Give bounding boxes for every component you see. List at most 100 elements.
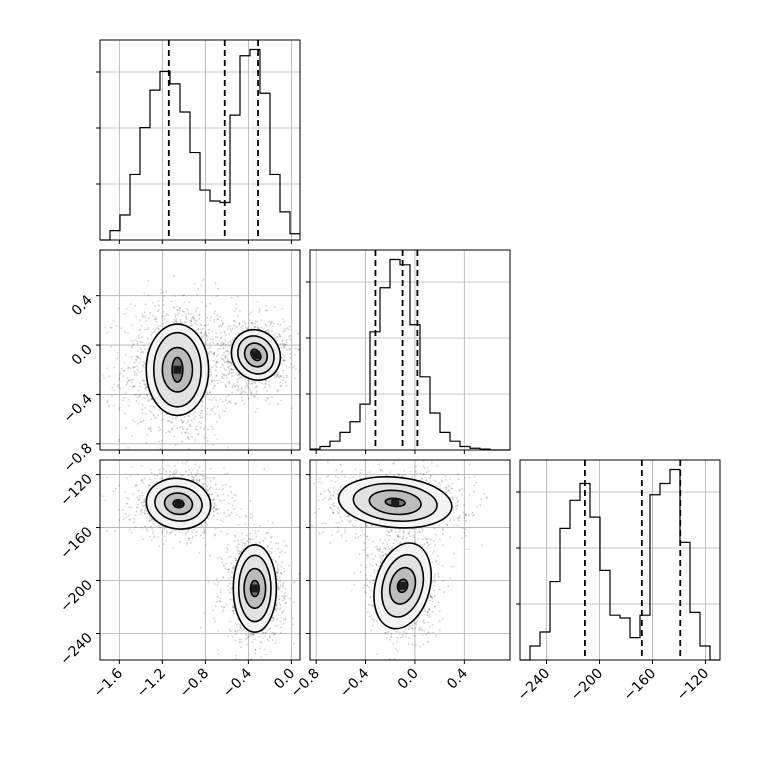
scatter-point (446, 486, 448, 488)
scatter-point (224, 567, 226, 569)
scatter-point (268, 640, 270, 642)
scatter-point (175, 417, 177, 419)
scatter-point (322, 531, 324, 533)
scatter-point (138, 499, 140, 501)
scatter-point (223, 499, 225, 501)
scatter-point (272, 617, 274, 619)
scatter-point (191, 318, 193, 320)
scatter-point (246, 394, 248, 396)
scatter-point (186, 428, 188, 430)
scatter-point (208, 354, 210, 356)
scatter-point (246, 535, 248, 537)
scatter-point (197, 307, 199, 309)
scatter-point (239, 642, 241, 644)
scatter-point (270, 537, 272, 539)
scatter-point (192, 469, 194, 471)
scatter-point (221, 561, 223, 563)
scatter-point (150, 462, 152, 464)
scatter-point (158, 441, 160, 443)
histogram-step-line (100, 50, 300, 240)
scatter-point (225, 407, 227, 409)
scatter-point (344, 528, 346, 530)
scatter-point (137, 474, 139, 476)
scatter-point (150, 334, 152, 336)
scatter-point (217, 630, 219, 632)
scatter-point (239, 516, 241, 518)
scatter-point (275, 542, 277, 544)
scatter-point (227, 472, 229, 474)
scatter-point (216, 584, 218, 586)
scatter-point (289, 338, 291, 340)
scatter-point (209, 319, 211, 321)
scatter-point (108, 375, 110, 377)
scatter-point (237, 630, 239, 632)
scatter-point (277, 372, 279, 374)
scatter-point (273, 377, 275, 379)
scatter-point (141, 509, 143, 511)
scatter-point (236, 326, 238, 328)
scatter-point (145, 316, 147, 318)
scatter-point (220, 367, 222, 369)
scatter-point (134, 421, 136, 423)
panel-content (102, 456, 305, 683)
scatter-point (196, 294, 198, 296)
scatter-point (232, 372, 234, 374)
scatter-point (206, 334, 208, 336)
scatter-point (144, 508, 146, 510)
scatter-point (241, 641, 243, 643)
scatter-point (162, 323, 164, 325)
scatter-point (144, 509, 146, 511)
scatter-point (222, 410, 224, 412)
scatter-point (143, 420, 145, 422)
scatter-point (125, 392, 127, 394)
scatter-point (344, 531, 346, 533)
scatter-point (270, 651, 272, 653)
scatter-point (271, 621, 273, 623)
scatter-point (157, 451, 159, 453)
scatter-point (298, 536, 300, 538)
scatter-point (223, 565, 225, 567)
scatter-point (123, 518, 125, 520)
scatter-point (215, 375, 217, 377)
scatter-point (282, 354, 284, 356)
scatter-point (251, 383, 253, 385)
scatter-point (204, 478, 206, 480)
scatter-point (179, 541, 181, 543)
x-tick-label: −160 (621, 666, 660, 705)
scatter-point (303, 343, 305, 345)
scatter-point (249, 633, 251, 635)
scatter-point (224, 473, 226, 475)
scatter-point (285, 365, 287, 367)
scatter-point (367, 539, 369, 541)
scatter-point (406, 537, 408, 539)
scatter-point (457, 457, 459, 459)
scatter-point (286, 496, 288, 498)
scatter-point (190, 425, 192, 427)
scatter-point (215, 332, 217, 334)
scatter-point (135, 526, 137, 528)
scatter-point (236, 623, 238, 625)
scatter-point (139, 395, 141, 397)
scatter-point (276, 619, 278, 621)
scatter-point (274, 632, 276, 634)
scatter-point (265, 400, 267, 402)
scatter-point (473, 484, 475, 486)
scatter-point (227, 549, 229, 551)
scatter-point (286, 327, 288, 329)
scatter-point (239, 624, 241, 626)
scatter-point (167, 430, 169, 432)
scatter-point (230, 491, 232, 493)
scatter-point (262, 632, 264, 634)
scatter-point (217, 348, 219, 350)
scatter-point (479, 504, 481, 506)
scatter-point (207, 407, 209, 409)
scatter-point (469, 494, 471, 496)
scatter-point (279, 589, 281, 591)
scatter-point (182, 420, 184, 422)
scatter-point (241, 539, 243, 541)
scatter-point (220, 320, 222, 322)
x-tick-label: −240 (515, 666, 554, 705)
scatter-point (137, 497, 139, 499)
scatter-point (141, 370, 143, 372)
scatter-point (182, 474, 184, 476)
